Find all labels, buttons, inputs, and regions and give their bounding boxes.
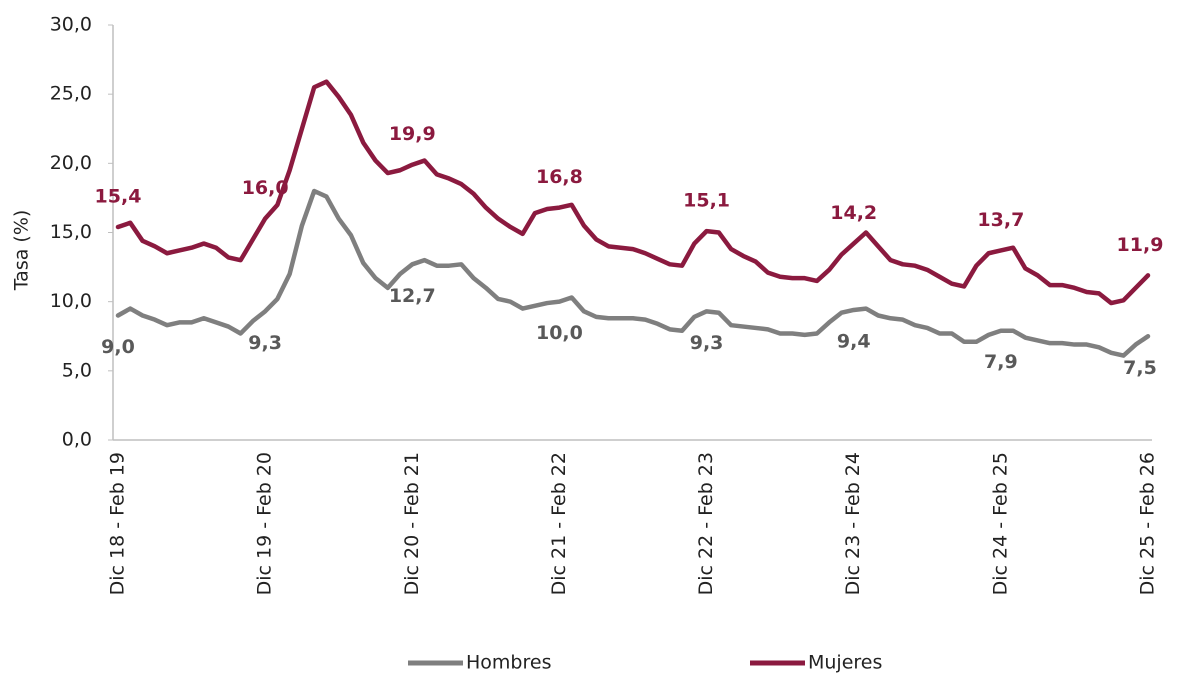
- y-tick-label: 25,0: [50, 83, 92, 105]
- y-tick-label: 20,0: [50, 152, 92, 174]
- data-label: 9,4: [837, 330, 871, 352]
- y-tick-label: 10,0: [50, 290, 92, 312]
- x-tick-label: Dic 23 - Feb 24: [842, 452, 864, 595]
- y-axis-label: Tasa (%): [11, 210, 33, 292]
- data-label: 7,5: [1123, 357, 1157, 379]
- x-tick-label: Dic 19 - Feb 20: [254, 452, 276, 595]
- x-tick-label: Dic 24 - Feb 25: [989, 452, 1011, 595]
- data-label: 19,9: [389, 123, 436, 145]
- legend-label: Mujeres: [808, 652, 882, 674]
- data-label: 11,9: [1117, 234, 1164, 256]
- line-series: [115, 79, 1151, 306]
- data-label: 9,3: [248, 332, 282, 354]
- x-tick-label: Dic 25 - Feb 26: [1137, 452, 1159, 595]
- data-label: 10,0: [536, 322, 583, 344]
- x-tick-label: Dic 20 - Feb 21: [401, 452, 423, 595]
- data-label: 16,0: [242, 177, 289, 199]
- data-label: 16,8: [536, 166, 583, 188]
- x-tick-label: Dic 22 - Feb 23: [695, 452, 717, 595]
- data-label: 9,3: [690, 332, 724, 354]
- x-tick-label: Dic 18 - Feb 19: [107, 452, 129, 595]
- x-tick-label: Dic 21 - Feb 22: [548, 452, 570, 595]
- y-tick-label: 30,0: [50, 14, 92, 36]
- data-label: 14,2: [830, 202, 877, 224]
- data-label: 15,4: [95, 185, 142, 207]
- data-label: 13,7: [977, 209, 1024, 231]
- data-label: 7,9: [984, 351, 1018, 373]
- data-label: 15,1: [683, 190, 730, 212]
- data-label: 9,0: [101, 336, 135, 358]
- y-tick-label: 0,0: [62, 429, 92, 451]
- y-tick-label: 5,0: [62, 359, 92, 381]
- legend-label: Hombres: [466, 652, 551, 674]
- line-series: [115, 188, 1151, 358]
- y-tick-label: 15,0: [50, 221, 92, 243]
- data-label: 12,7: [389, 285, 436, 307]
